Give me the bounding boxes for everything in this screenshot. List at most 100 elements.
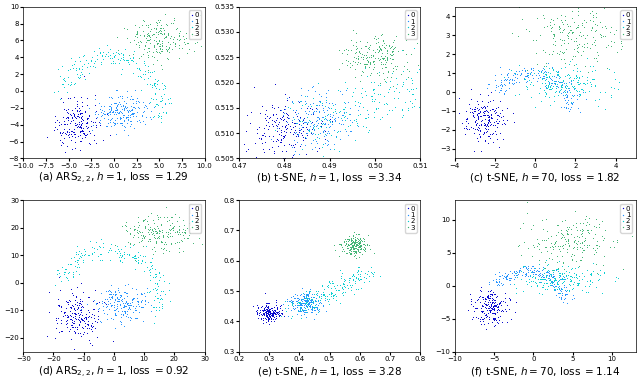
Point	[516, 71, 527, 77]
Point	[569, 270, 579, 276]
Point	[132, 109, 143, 115]
Point	[308, 108, 319, 114]
Point	[314, 300, 324, 306]
Point	[157, 305, 167, 311]
Point	[136, 237, 147, 243]
Point	[568, 93, 578, 99]
Point	[70, 307, 81, 313]
Point	[553, 278, 563, 284]
Point	[68, 314, 78, 320]
Point	[508, 80, 518, 86]
Point	[69, 111, 79, 117]
Point	[112, 106, 122, 112]
Point	[163, 234, 173, 240]
Point	[168, 227, 179, 233]
Point	[541, 273, 551, 279]
Point	[483, 118, 493, 124]
Point	[139, 76, 149, 82]
Point	[573, 280, 584, 286]
Point	[54, 303, 64, 309]
Point	[355, 240, 365, 246]
Point	[141, 103, 151, 109]
Point	[79, 318, 89, 324]
Point	[541, 85, 552, 91]
Point	[81, 123, 92, 129]
Point	[474, 127, 484, 133]
Point	[68, 126, 79, 132]
Point	[352, 268, 362, 275]
Point	[559, 80, 569, 86]
Point	[258, 311, 268, 317]
Point	[348, 273, 358, 280]
Point	[315, 122, 325, 129]
Point	[261, 309, 271, 315]
Point	[81, 313, 91, 319]
Point	[83, 318, 93, 324]
Point	[528, 242, 538, 248]
Point	[484, 281, 494, 287]
Point	[194, 235, 204, 241]
Point	[516, 16, 527, 22]
Point	[66, 127, 76, 134]
Point	[114, 109, 124, 116]
Point	[342, 61, 352, 68]
Point	[300, 141, 310, 147]
Point	[140, 102, 150, 108]
Point	[303, 301, 313, 307]
Point	[314, 302, 324, 308]
Point	[535, 85, 545, 91]
Point	[570, 252, 580, 258]
Point	[582, 227, 592, 233]
Point	[549, 278, 559, 284]
Point	[135, 67, 145, 73]
Point	[125, 118, 136, 124]
Point	[135, 252, 145, 258]
Point	[295, 300, 305, 306]
Point	[516, 252, 526, 258]
Point	[372, 91, 383, 97]
Point	[339, 121, 349, 127]
Point	[277, 148, 287, 154]
Point	[70, 122, 81, 128]
Point	[572, 233, 582, 240]
Point	[156, 288, 166, 294]
Point	[141, 114, 151, 120]
Point	[559, 104, 569, 110]
Point	[543, 78, 553, 84]
Point	[296, 303, 306, 310]
Point	[556, 286, 566, 292]
Point	[276, 132, 286, 138]
Point	[287, 142, 298, 148]
Point	[600, 89, 611, 95]
Point	[125, 108, 135, 114]
Point	[64, 134, 74, 141]
Point	[150, 90, 160, 96]
Point	[319, 295, 330, 301]
Point	[109, 307, 119, 313]
Point	[261, 302, 271, 308]
Point	[527, 75, 538, 81]
Point	[157, 195, 168, 201]
Point	[590, 67, 600, 73]
Point	[364, 273, 374, 279]
Point	[276, 106, 286, 113]
Point	[353, 247, 364, 253]
Point	[102, 123, 112, 129]
Point	[588, 235, 598, 241]
Point	[539, 270, 549, 276]
Point	[356, 242, 366, 248]
Point	[109, 299, 119, 305]
Point	[352, 122, 362, 128]
Point	[269, 307, 279, 313]
Point	[554, 274, 564, 280]
Point	[156, 238, 166, 244]
Point	[558, 232, 568, 238]
Point	[575, 243, 585, 250]
Point	[538, 73, 548, 79]
Point	[296, 300, 307, 306]
Point	[556, 235, 566, 241]
Point	[264, 315, 275, 321]
Point	[479, 121, 490, 127]
Point	[556, 83, 566, 89]
Point	[556, 270, 566, 276]
